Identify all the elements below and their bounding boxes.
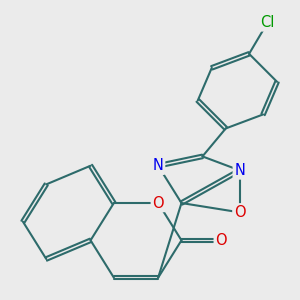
Text: O: O <box>152 196 164 211</box>
Text: N: N <box>153 158 164 173</box>
Text: N: N <box>234 163 245 178</box>
Text: Cl: Cl <box>260 15 275 30</box>
Text: O: O <box>215 233 227 248</box>
Text: O: O <box>234 205 246 220</box>
